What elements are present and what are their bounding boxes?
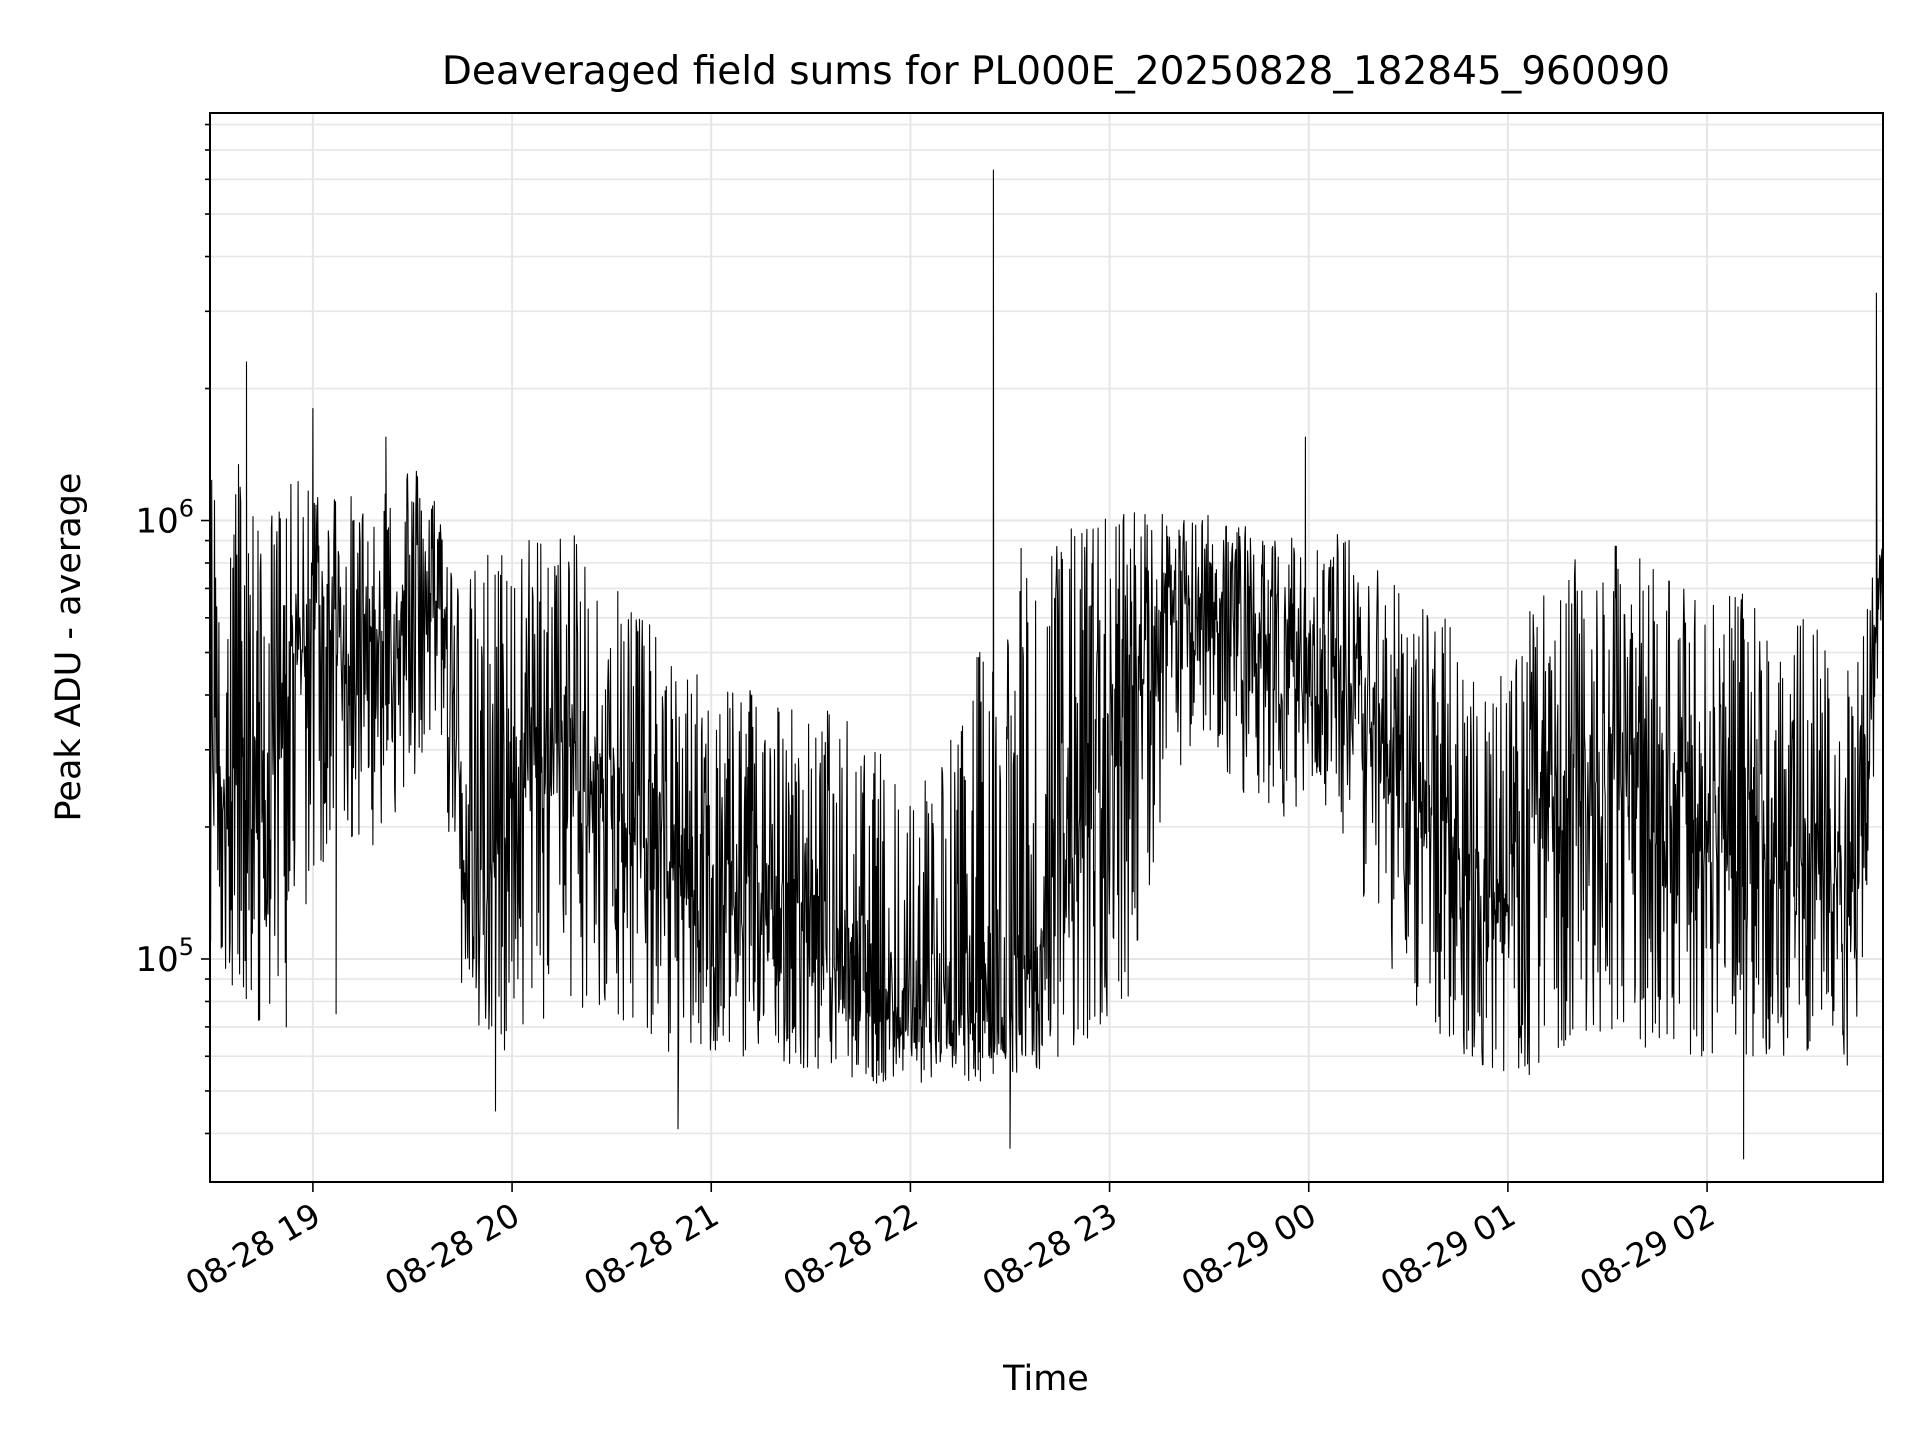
series-line <box>209 169 1884 1160</box>
plot-area-frame <box>209 112 1884 1183</box>
series-line-layer <box>209 169 1884 1160</box>
y-axis: 105 106 <box>135 123 210 1135</box>
chart-title: Deaveraged field sums for PL000E_2025082… <box>442 49 1670 94</box>
y-axis-label: Peak ADU - average <box>49 473 89 822</box>
x-axis-label: Time <box>1002 1359 1089 1399</box>
y-tick-label: 105 <box>135 933 194 980</box>
y-tick-label: 106 <box>135 495 194 542</box>
